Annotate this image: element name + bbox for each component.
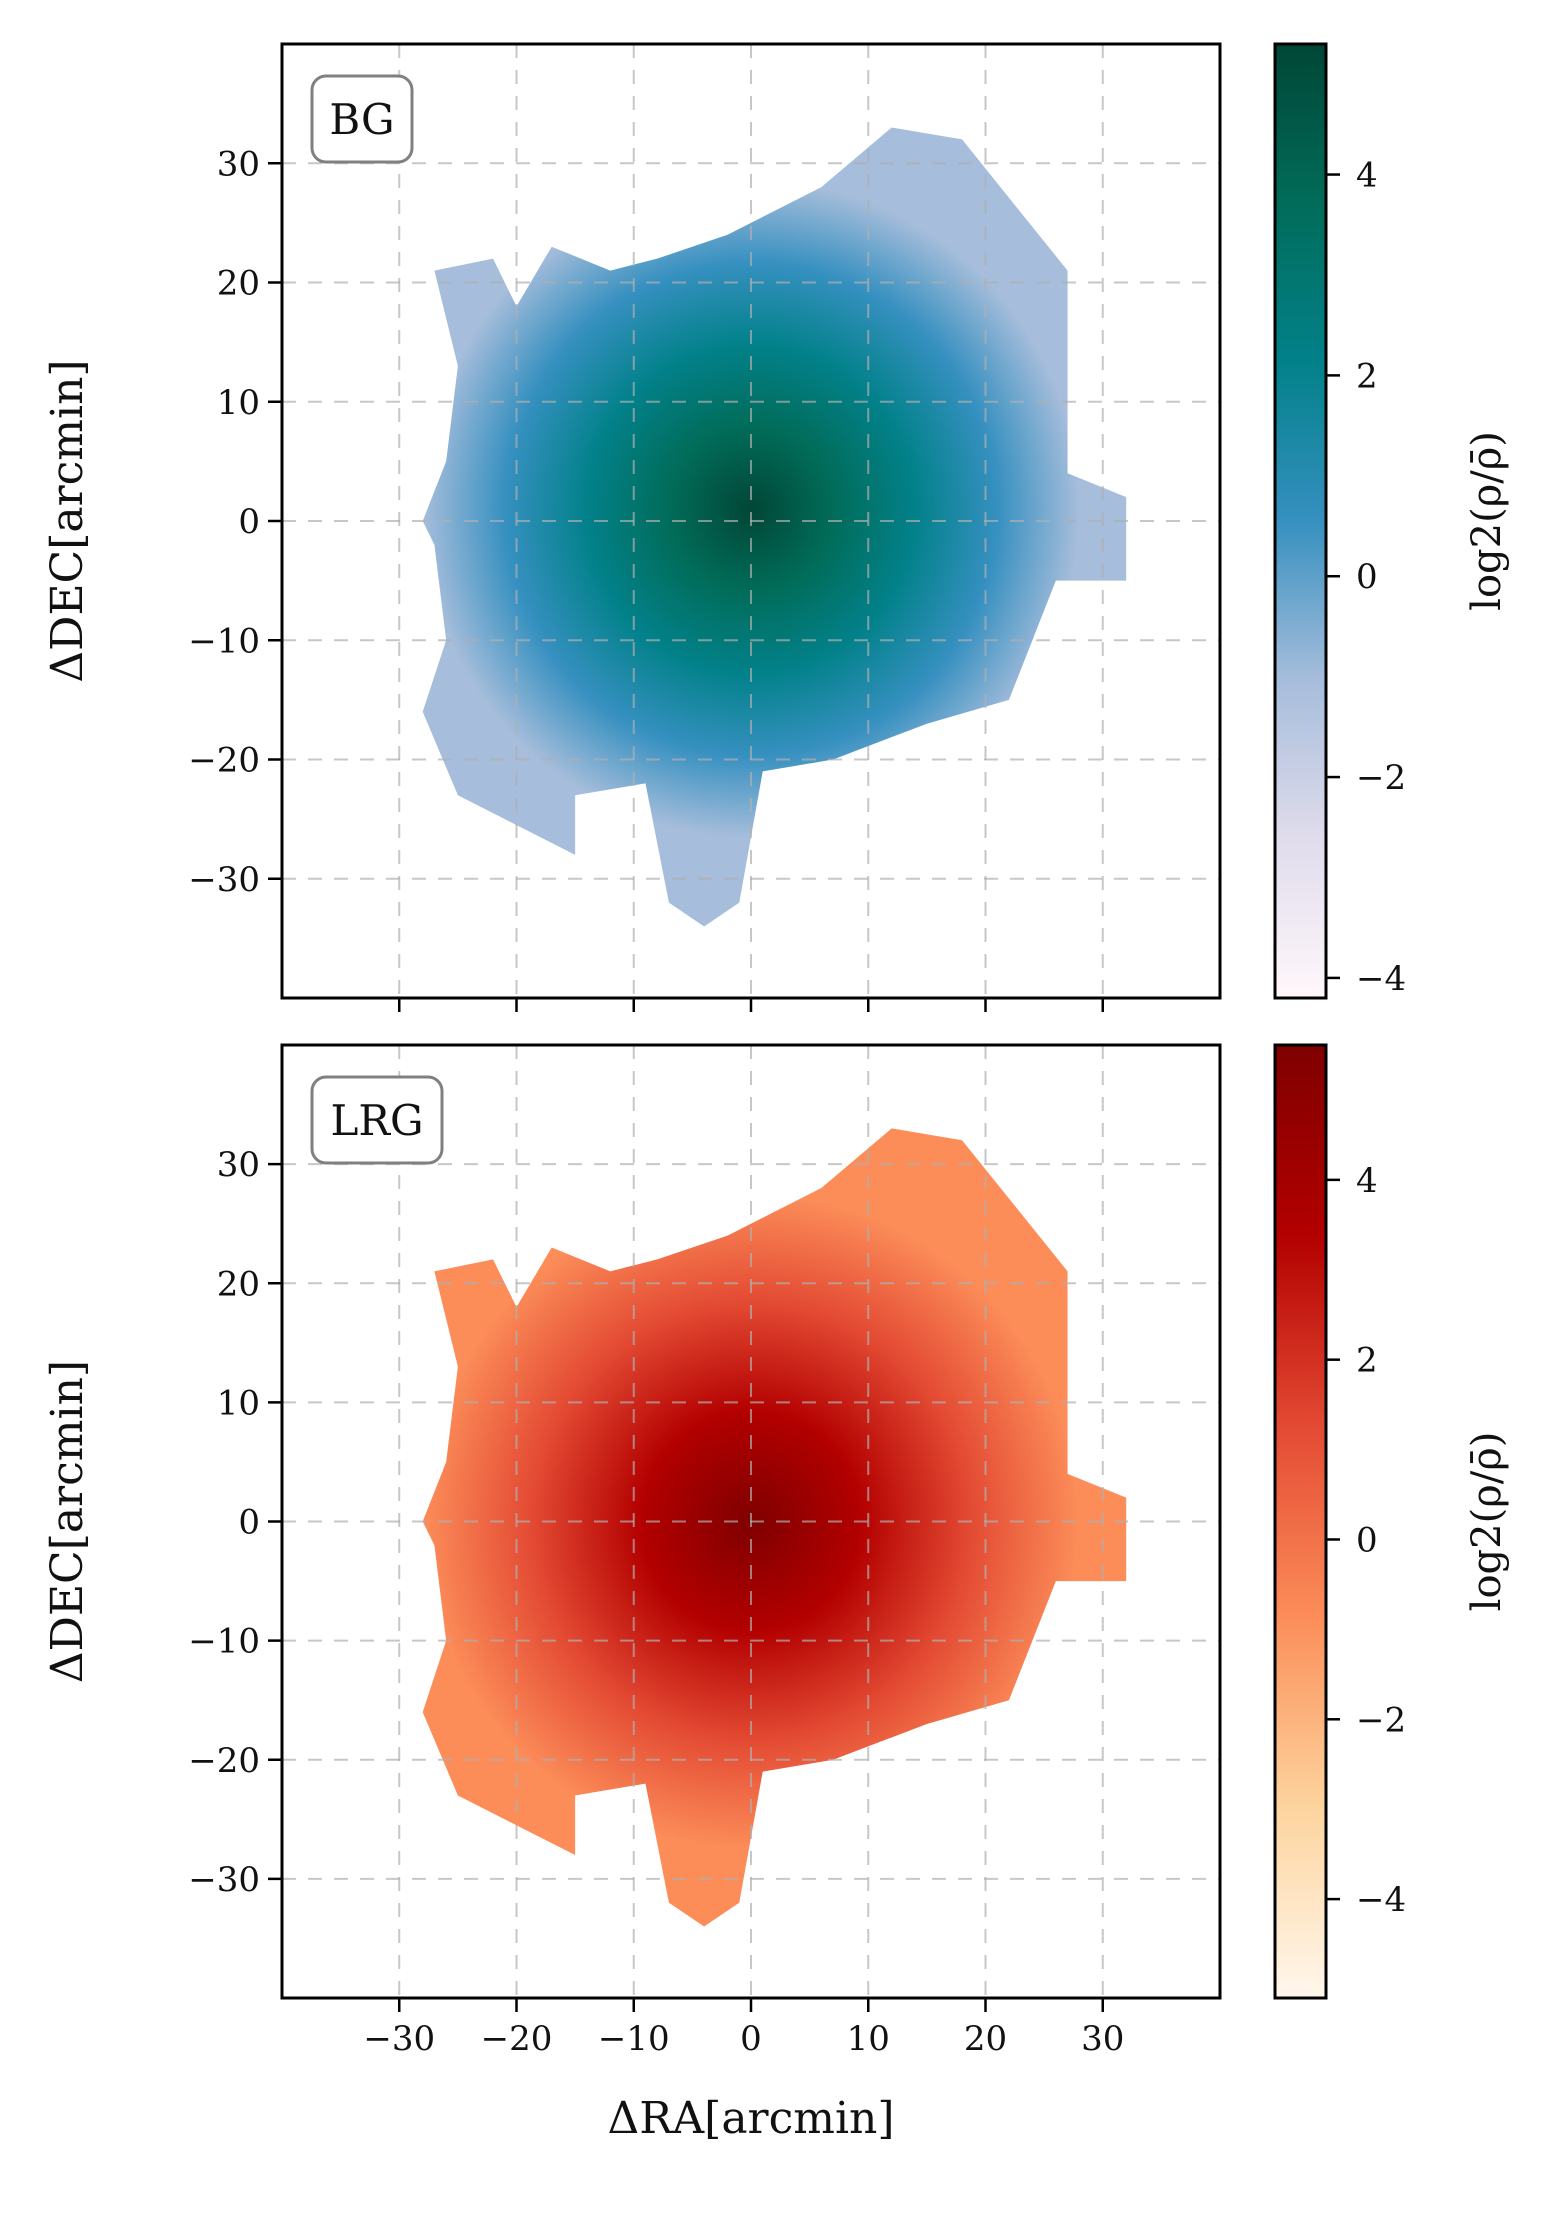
colorbar-tick-label: −4 bbox=[1356, 1880, 1406, 1920]
panel-tag-box bbox=[310, 1075, 444, 1165]
y-axis-label: ΔDEC[arcmin] bbox=[42, 1360, 93, 1683]
colorbar: −4 −2 0 2 4 log2(ρ/ρ̄) bbox=[1273, 42, 1510, 1000]
y-tick-label: 10 bbox=[217, 383, 260, 423]
y-tick-label: 10 bbox=[217, 1383, 260, 1423]
y-axis-label: ΔDEC[arcmin] bbox=[42, 359, 93, 682]
y-tick-label: −20 bbox=[188, 1741, 260, 1781]
colorbar-tick-label: −2 bbox=[1356, 758, 1406, 798]
colorbar-label: log2(ρ/ρ̄) bbox=[1464, 1432, 1510, 1612]
colorbar-tick-label: 4 bbox=[1356, 1161, 1378, 1201]
y-tick-label: 30 bbox=[217, 1145, 260, 1185]
colorbar-label: log2(ρ/ρ̄) bbox=[1464, 431, 1510, 611]
y-tick-label: 20 bbox=[217, 264, 260, 304]
y-tick-label: −10 bbox=[188, 1622, 260, 1662]
y-tick-label: 30 bbox=[217, 144, 260, 184]
x-axis-label: ΔRA[arcmin] bbox=[607, 2093, 894, 2144]
y-tick-label: −10 bbox=[188, 621, 260, 661]
y-tick-label: 20 bbox=[217, 1264, 260, 1304]
panel-tag: BG bbox=[329, 95, 394, 144]
y-tick-label: −20 bbox=[188, 741, 260, 781]
x-tick-label: 10 bbox=[847, 2019, 890, 2059]
colorbar-tick-label: −2 bbox=[1356, 1700, 1406, 1740]
panel-bg: −30−20−100102030ΔDEC[arcmin]BG−4−2024log… bbox=[42, 42, 1510, 1012]
colorbar-gradient bbox=[1273, 42, 1328, 1000]
colorbar-tick-label: 2 bbox=[1356, 1341, 1378, 1381]
colorbar: −4 −2 0 2 4 log2(ρ/ρ̄) bbox=[1273, 1043, 1510, 2000]
grid-lines bbox=[282, 44, 1220, 998]
y-tick-label: −30 bbox=[188, 1860, 260, 1900]
colorbar-tick-label: −4 bbox=[1356, 959, 1406, 999]
y-tick-label: −30 bbox=[188, 860, 260, 900]
panel-tag: LRG bbox=[330, 1096, 423, 1145]
panel-lrg: −30 −20 −10 0 10 20 30−30−20−100102030ΔDEC[arc… bbox=[42, 1043, 1510, 2144]
y-tick-label: 0 bbox=[238, 1503, 260, 1543]
colorbar-tick-label: 0 bbox=[1356, 1520, 1378, 1560]
x-tick-label: −30 bbox=[363, 2019, 435, 2059]
colorbar-tick-label: 4 bbox=[1356, 156, 1378, 196]
x-tick-label: −10 bbox=[598, 2019, 670, 2059]
x-tick-label: −20 bbox=[481, 2019, 553, 2059]
panel-tag-box bbox=[310, 74, 414, 164]
density-footprint bbox=[422, 1128, 1127, 1927]
colorbar-tick-label: 0 bbox=[1356, 557, 1378, 597]
x-tick-label: 30 bbox=[1081, 2019, 1124, 2059]
density-footprint bbox=[422, 127, 1127, 927]
grid-lines bbox=[282, 1045, 1220, 1998]
y-tick-label: 0 bbox=[238, 502, 260, 542]
x-tick-label: 20 bbox=[964, 2019, 1007, 2059]
x-tick-label: 0 bbox=[740, 2019, 762, 2059]
colorbar-gradient bbox=[1273, 1043, 1328, 2000]
colorbar-tick-label: 2 bbox=[1356, 356, 1378, 396]
